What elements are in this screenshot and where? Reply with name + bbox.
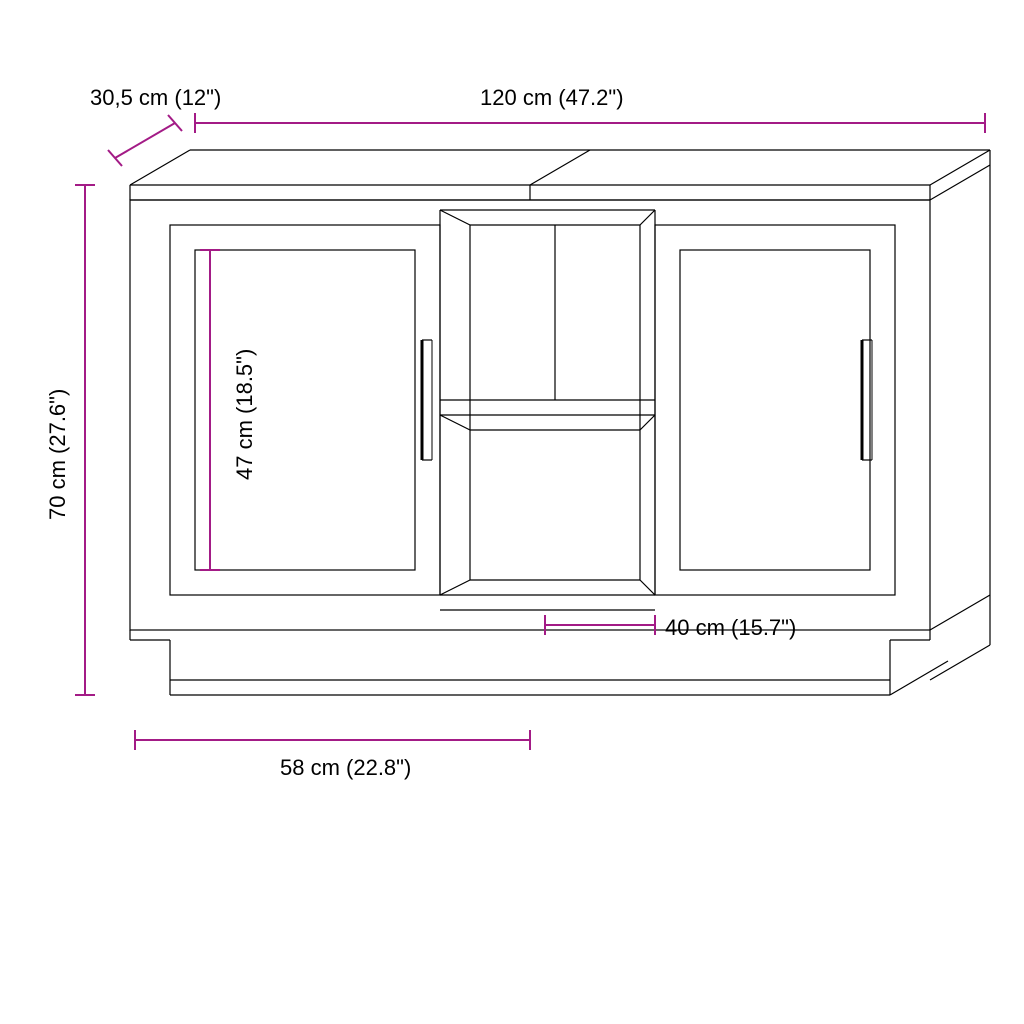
label-center: 40 cm (15.7")	[665, 615, 796, 640]
dim-half-width	[135, 730, 530, 750]
label-depth: 30,5 cm (12")	[90, 85, 221, 110]
label-door-height: 47 cm (18.5")	[232, 349, 257, 480]
dim-center-width	[545, 615, 655, 635]
dimension-lines	[75, 113, 985, 750]
label-width: 120 cm (47.2")	[480, 85, 624, 110]
label-height: 70 cm (27.6")	[45, 389, 70, 520]
dim-depth	[108, 115, 182, 166]
center-compartment	[440, 210, 655, 610]
right-door	[655, 225, 895, 595]
dim-height	[75, 185, 95, 695]
furniture-drawing	[130, 150, 990, 695]
dim-width	[195, 113, 985, 133]
dim-door-height	[200, 250, 220, 570]
label-half: 58 cm (22.8")	[280, 755, 411, 780]
